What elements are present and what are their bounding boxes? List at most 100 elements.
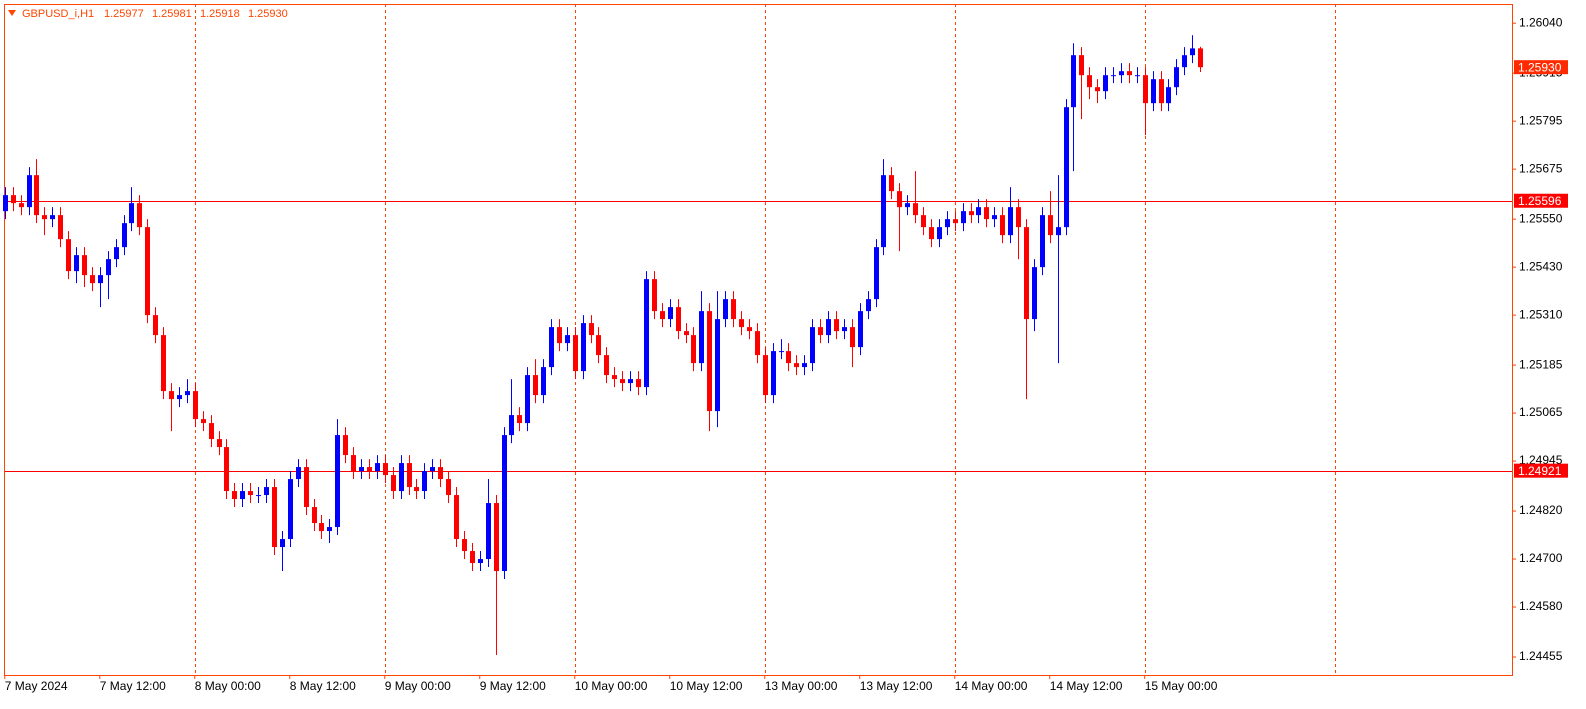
candle-body (82, 255, 87, 276)
level-box (1514, 463, 1568, 478)
candle-body (169, 391, 174, 400)
candle-body (533, 375, 538, 396)
candle-body (525, 375, 530, 424)
candle-body (771, 351, 776, 396)
header-ohlc: 1.25918 (200, 8, 240, 20)
candle-body (802, 363, 807, 368)
candle-body (240, 491, 245, 500)
candle-body (391, 475, 396, 492)
candle-body (383, 463, 388, 476)
candle-body (1008, 207, 1013, 236)
candle-body (1159, 79, 1164, 104)
y-tick-label: 1.24820 (1519, 503, 1563, 517)
candle-body (114, 247, 119, 260)
candle-body (19, 203, 24, 208)
candle-body (1087, 75, 1092, 88)
y-tick-label: 1.26040 (1519, 15, 1563, 29)
candle-body (438, 467, 443, 480)
candle-body (201, 419, 206, 424)
candle-body (937, 227, 942, 240)
candle-body (74, 255, 79, 272)
candle-body (1032, 267, 1037, 320)
candle-body (739, 319, 744, 328)
candle-body (106, 259, 111, 276)
candle-body (1127, 71, 1132, 76)
candle-body (375, 463, 380, 472)
candle-body (50, 215, 55, 220)
candle-body (826, 319, 831, 336)
candle-body (969, 211, 974, 216)
candle-body (367, 467, 372, 472)
x-tick-label: 14 May 12:00 (1050, 679, 1123, 693)
y-tick-label: 1.25310 (1519, 307, 1563, 321)
candle-body (359, 467, 364, 472)
candle-body (414, 487, 419, 492)
candle-body (90, 275, 95, 284)
candle-body (335, 435, 340, 528)
candle-body (209, 423, 214, 440)
candle-body (628, 379, 633, 384)
candle-body (462, 539, 467, 552)
symbol-label: GBPUSD_i,H1 (22, 8, 94, 20)
candle-body (818, 327, 823, 336)
y-tick-label: 1.25550 (1519, 211, 1563, 225)
candle-body (161, 335, 166, 392)
candle-body (961, 211, 966, 224)
x-tick-label: 10 May 12:00 (670, 679, 743, 693)
candle-body (256, 495, 261, 497)
x-tick-label: 10 May 00:00 (575, 679, 648, 693)
x-tick-label: 7 May 2024 (5, 679, 68, 693)
candle-body (478, 559, 483, 564)
candle-body (422, 471, 427, 492)
candle-body (1198, 48, 1203, 68)
candle-body (407, 463, 412, 488)
candle-body (232, 491, 237, 500)
y-tick-label: 1.25185 (1519, 357, 1563, 371)
candle-body (399, 463, 404, 492)
level-label: 1.24921 (1518, 464, 1562, 478)
candle-body (1016, 207, 1021, 228)
candle-body (1056, 227, 1061, 236)
header-ohlc: 1.25930 (248, 8, 288, 20)
header-ohlc: 1.25977 (104, 8, 144, 20)
candle-body (494, 503, 499, 572)
x-tick-label: 15 May 00:00 (1145, 679, 1218, 693)
y-tick-label: 1.24580 (1519, 599, 1563, 613)
candle-body (913, 203, 918, 216)
candle-body (945, 219, 950, 228)
candle-body (921, 215, 926, 228)
candle-body (976, 207, 981, 216)
candle-body (42, 215, 47, 220)
y-tick-label: 1.24455 (1519, 649, 1563, 663)
bid-label: 1.25930 (1518, 60, 1562, 74)
candle-body (502, 435, 507, 572)
x-tick-label: 14 May 00:00 (955, 679, 1028, 693)
candle-body (707, 311, 712, 412)
y-tick-label: 1.25675 (1519, 161, 1563, 175)
candle-body (589, 323, 594, 336)
candle-body (699, 311, 704, 364)
x-tick-label: 7 May 12:00 (100, 679, 166, 693)
candle-body (731, 299, 736, 320)
candle-body (889, 175, 894, 192)
candle-body (1095, 87, 1100, 92)
candle-body (185, 391, 190, 396)
candle-body (604, 355, 609, 376)
candle-body (1111, 75, 1116, 77)
x-tick-label: 9 May 00:00 (385, 679, 451, 693)
candle-body (98, 275, 103, 284)
candle-body (58, 215, 63, 240)
candle-body (881, 175, 886, 248)
candle-body (684, 331, 689, 336)
bid-box (1514, 60, 1568, 75)
candle-body (1174, 67, 1179, 88)
candle-body (280, 539, 285, 548)
x-tick-label: 13 May 00:00 (765, 679, 838, 693)
y-tick-label: 1.25430 (1519, 259, 1563, 273)
candle-body (1103, 75, 1108, 92)
candle-body (27, 175, 32, 208)
candle-body (636, 379, 641, 388)
candle-body (1064, 107, 1069, 228)
candle-body (691, 335, 696, 364)
